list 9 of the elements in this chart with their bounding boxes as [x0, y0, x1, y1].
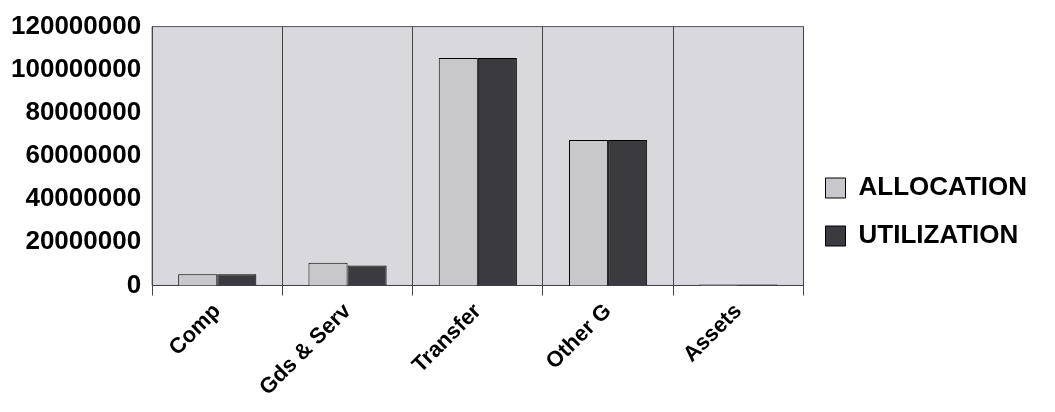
y-tick-label: 0: [126, 268, 142, 299]
y-tick-label: 60000000: [25, 139, 142, 170]
y-tick-label: 100000000: [11, 52, 142, 83]
legend-label: UTILIZATION: [858, 219, 1019, 250]
y-tick-label: 120000000: [11, 9, 142, 40]
y-tick-label: 80000000: [25, 96, 142, 127]
y-tick-label: 40000000: [25, 182, 142, 213]
legend-label: ALLOCATION: [858, 171, 1028, 202]
y-tick-label: 20000000: [25, 225, 142, 256]
